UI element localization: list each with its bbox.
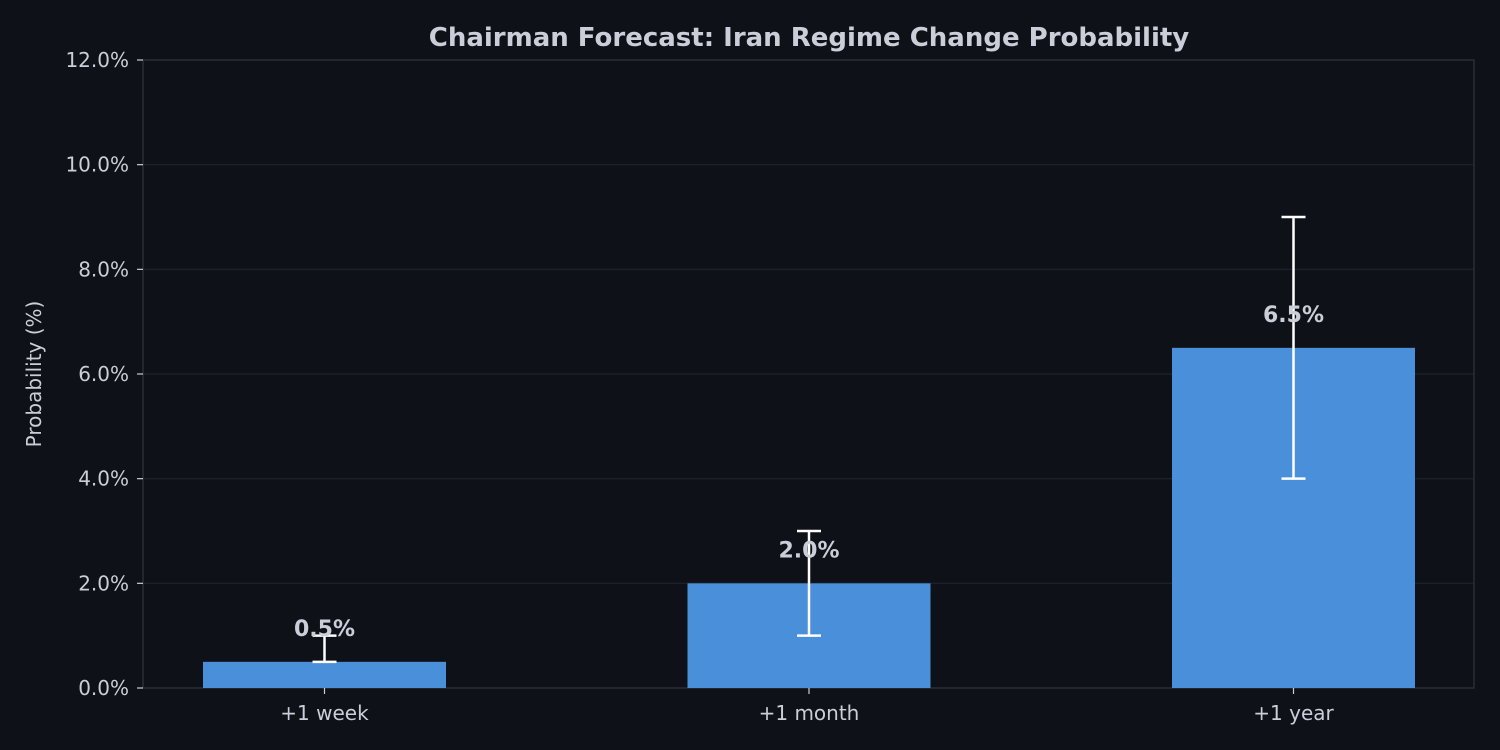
y-tick-label: 6.0% (78, 362, 129, 386)
x-tick-label: +1 year (1253, 701, 1334, 725)
value-label: 6.5% (1263, 303, 1324, 328)
error-bar (312, 634, 337, 664)
value-label: 0.5% (294, 617, 355, 642)
y-axis: 0.0% 2.0% 4.0% 6.0% 8.0% 10.0% 12.0% (65, 48, 143, 700)
error-bar (797, 529, 821, 637)
value-label: 2.0% (778, 538, 839, 563)
chart-title: Chairman Forecast: Iran Regime Change Pr… (429, 23, 1190, 53)
y-tick-label: 8.0% (78, 257, 129, 281)
x-axis: +1 week +1 month +1 year (280, 688, 1335, 725)
y-tick-label: 4.0% (78, 467, 129, 491)
error-bar (1281, 215, 1306, 480)
y-tick-label: 12.0% (65, 48, 129, 72)
x-tick-label: +1 month (759, 701, 860, 725)
y-tick-label: 10.0% (65, 153, 129, 177)
y-tick-label: 2.0% (78, 571, 129, 595)
y-axis-label: Probability (%) (22, 301, 46, 448)
bars: 0.5% 2.0% 6.5% (203, 215, 1415, 688)
y-tick-label: 0.0% (78, 676, 129, 700)
x-tick-label: +1 week (280, 701, 369, 725)
bar (203, 661, 446, 688)
